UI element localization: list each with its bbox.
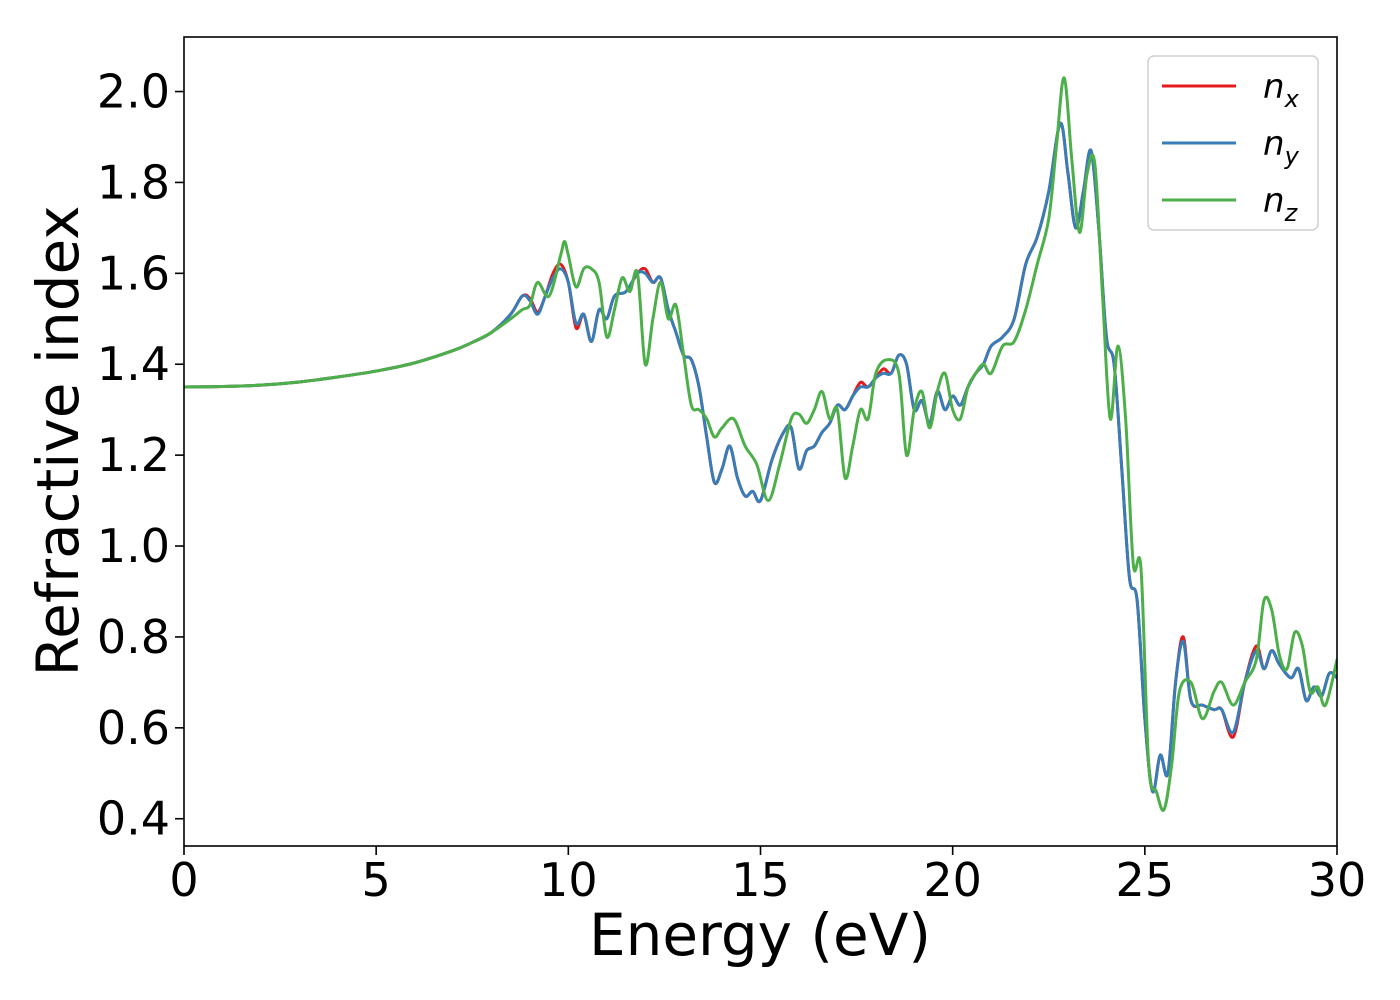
x-axis-ticks: 0 5 10 15 20 25 30	[169, 846, 1366, 907]
y-tick-label: 1.8	[97, 155, 170, 209]
legend-label-subscript: x	[1284, 85, 1300, 113]
y-tick-label: 1.0	[97, 519, 170, 573]
legend-label-base: n	[1263, 181, 1285, 221]
x-tick-label: 30	[1308, 853, 1367, 907]
y-tick-label: 1.6	[97, 246, 170, 300]
x-tick-label: 15	[731, 853, 790, 907]
x-tick-label: 0	[169, 853, 198, 907]
legend-label-nz: nz	[1263, 181, 1299, 227]
y-axis-ticks: 0.4 0.6 0.8 1.0 1.2 1.4 1.6 1.8 2.0	[97, 65, 184, 846]
x-axis-title: Energy (eV)	[589, 901, 931, 969]
y-tick-label: 1.2	[97, 428, 170, 482]
legend-label-subscript: z	[1284, 199, 1299, 227]
x-tick-label: 5	[362, 853, 391, 907]
y-tick-label: 2.0	[97, 65, 170, 119]
legend-label-subscript: y	[1284, 142, 1300, 170]
y-tick-label: 0.8	[97, 610, 170, 664]
y-tick-label: 0.6	[97, 701, 170, 755]
legend-label-nx: nx	[1263, 67, 1300, 113]
legend-label-base: n	[1263, 124, 1285, 164]
x-tick-label: 10	[539, 853, 598, 907]
series-line-nz	[184, 76, 1337, 812]
x-tick-label: 20	[923, 853, 982, 907]
y-tick-label: 1.4	[97, 337, 170, 391]
x-tick-label: 25	[1116, 853, 1175, 907]
series-line-ny	[184, 121, 1337, 794]
legend-label-base: n	[1263, 67, 1285, 107]
y-tick-label: 0.4	[97, 792, 170, 846]
legend-label-ny: ny	[1263, 124, 1300, 170]
y-axis-title: Refractive index	[24, 205, 92, 676]
series-layer	[184, 76, 1337, 812]
